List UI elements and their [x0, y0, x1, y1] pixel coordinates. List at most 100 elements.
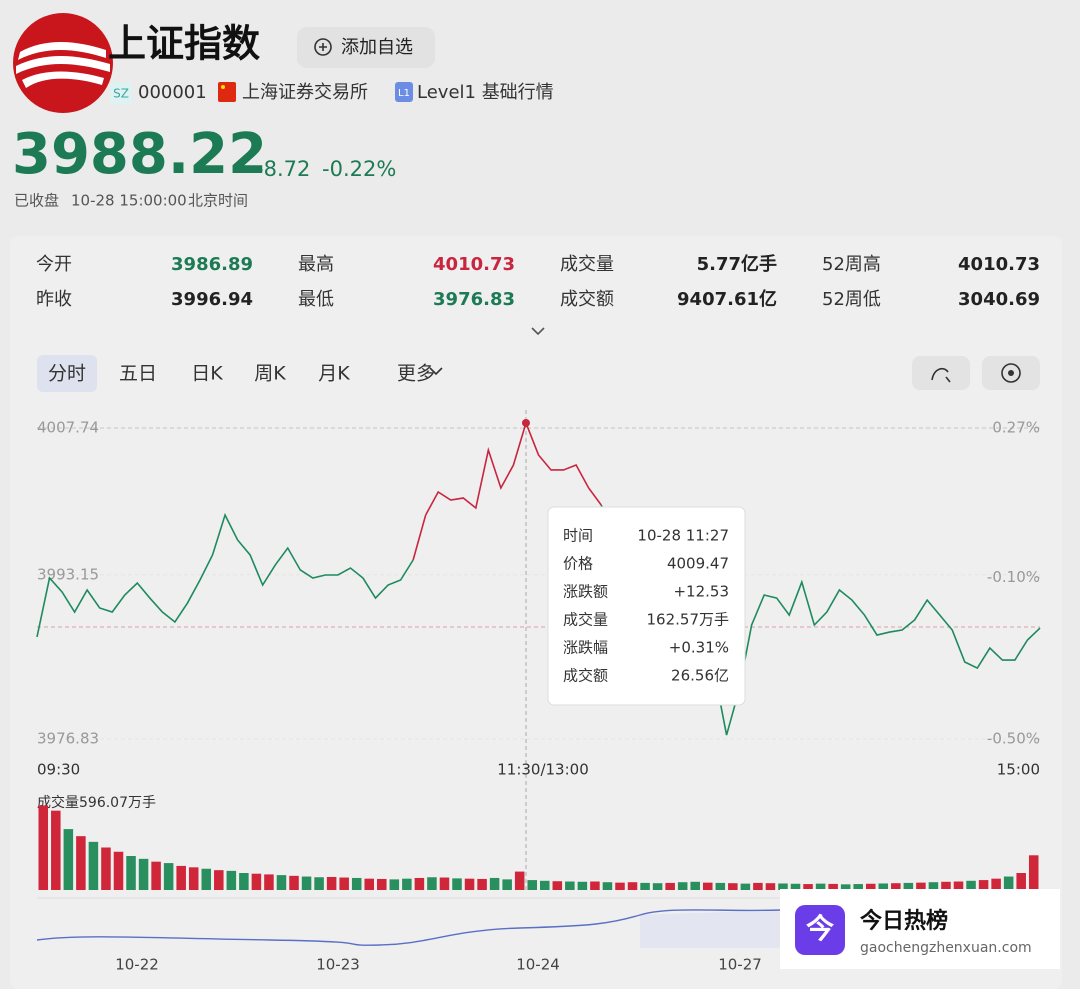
volume-bar: [113, 851, 124, 890]
volume-bar: [702, 882, 713, 890]
add-watchlist-label[interactable]: 添加自选: [341, 37, 413, 58]
tooltip-label: 成交量: [563, 611, 608, 629]
draw-tool-icon: [931, 367, 951, 383]
volume-bar: [778, 883, 788, 890]
stat-value: 9407.61亿: [677, 288, 777, 310]
tooltip-label: 成交额: [563, 667, 608, 685]
draw-tool-button[interactable]: [912, 356, 970, 390]
volume-bar: [615, 882, 625, 890]
volume-bar: [991, 878, 1001, 890]
volume-bar: [138, 858, 149, 890]
volume-bar: [289, 875, 299, 890]
volume-bar: [414, 877, 425, 890]
volume-bar: [878, 883, 889, 890]
more-chevron[interactable]: [429, 367, 443, 376]
price: 3988.22: [12, 122, 267, 187]
stat-value: 4010.73: [958, 254, 1040, 275]
volume-bar: [326, 876, 337, 890]
panel: [10, 236, 1062, 989]
y-tick-label: 4007.74: [37, 419, 99, 437]
volume-bar: [640, 882, 650, 890]
volume-bar: [953, 881, 964, 890]
level: Level1 基础行情: [417, 82, 554, 103]
volume-bar: [201, 868, 212, 890]
exchange: 上海证券交易所: [242, 82, 368, 103]
volume-bar: [790, 883, 801, 890]
tab[interactable]: 更多: [397, 363, 435, 385]
flag-star: [221, 85, 225, 89]
add-watchlist-button[interactable]: 添加自选: [297, 27, 435, 68]
volume-bar: [126, 856, 136, 890]
volume-bar: [502, 879, 512, 890]
volume-bar: [489, 877, 500, 890]
volume-bar: [452, 878, 462, 890]
volume-bar: [540, 880, 550, 890]
tooltip-value: 10-28 11:27: [637, 527, 729, 545]
y-tick-label: 3976.83: [37, 730, 99, 748]
volume-title: 成交量596.07万手: [37, 794, 156, 811]
volume-bar: [690, 881, 700, 890]
watermark-icon: 今: [806, 912, 834, 945]
volume-bar: [314, 877, 324, 890]
volume-bar: [891, 883, 901, 890]
volume-bar: [101, 847, 111, 890]
volume-bar: [853, 884, 863, 890]
code: 000001: [138, 82, 207, 103]
tab[interactable]: 周K: [254, 363, 286, 385]
volume-bar: [602, 882, 613, 890]
overview-date: 10-27: [718, 956, 762, 974]
level-tag-bg: [395, 82, 413, 102]
volume-bar: [176, 865, 186, 890]
volume-bar: [740, 883, 751, 890]
expand-chevron[interactable]: [531, 327, 545, 336]
stat-label: 成交量: [560, 254, 614, 275]
overview-date: 10-24: [516, 956, 560, 974]
tab[interactable]: 日K: [191, 363, 223, 385]
volume-bar: [1028, 855, 1039, 890]
stats: 今开 3986.89 最高 4010.73 成交量 5.77亿手 52周高 4010.73 昨收…: [36, 253, 1040, 310]
volume-bar: [966, 880, 976, 890]
volume-bar: [1016, 873, 1026, 890]
tooltip-label: 价格: [563, 555, 593, 573]
watermark-site: gaochengzhenxuan.com: [860, 940, 1032, 956]
volume-bar: [753, 882, 763, 890]
volume-bar: [916, 882, 926, 890]
volume-bar: [1003, 876, 1014, 890]
volume-bar: [301, 876, 312, 890]
volume-bar: [251, 873, 262, 890]
watermark: 今 今日热榜 gaochengzhenxuan.com: [780, 889, 1060, 969]
tab[interactable]: 月K: [318, 363, 350, 385]
overview-date: 10-23: [316, 956, 360, 974]
volume-bar: [840, 884, 851, 890]
volume-bar: [577, 881, 588, 890]
tab[interactable]: 分时: [48, 363, 86, 385]
tooltip-value: 162.57万手: [647, 611, 730, 629]
watermark-name: 今日热榜: [860, 908, 948, 934]
stat-value: 4010.73: [433, 254, 515, 275]
change: -8.72: [256, 157, 310, 181]
stat-label: 52周高: [822, 254, 881, 275]
index-name: 上证指数: [108, 22, 260, 66]
volume-bar: [151, 861, 161, 890]
stat-value: 5.77亿手: [697, 253, 777, 275]
code-tag-bg: [110, 82, 132, 104]
x-tick-label: 15:00: [997, 761, 1040, 779]
tooltip-value: +0.31%: [669, 639, 729, 657]
logo: [13, 13, 113, 113]
volume-bar: [765, 883, 776, 890]
code-tag: SZ: [113, 87, 129, 101]
volume-bar: [464, 878, 475, 890]
volume-bar: [941, 881, 951, 890]
tab[interactable]: 五日: [119, 363, 157, 385]
stat-label: 最高: [298, 254, 334, 275]
volume-bar: [51, 810, 61, 890]
volume-bar: [978, 880, 989, 890]
volume-bar: [264, 874, 274, 890]
crosshair-point: [521, 418, 530, 427]
y2-tick-label: 0.27%: [992, 419, 1040, 437]
volume-bar: [402, 878, 412, 890]
volume-bar: [364, 878, 375, 890]
volume-bar: [552, 881, 563, 890]
timezone: 北京时间: [188, 192, 248, 210]
volume-bar: [677, 882, 688, 890]
